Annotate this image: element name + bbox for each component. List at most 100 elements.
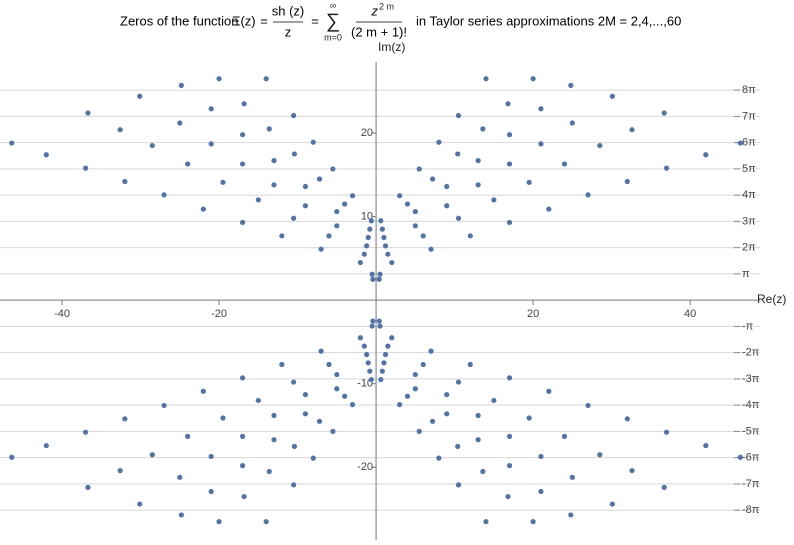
point	[117, 468, 123, 474]
point	[178, 82, 184, 88]
point	[137, 93, 143, 99]
point	[357, 259, 363, 266]
title-eq: =	[311, 13, 319, 28]
point	[506, 375, 513, 381]
point	[326, 233, 332, 239]
point	[291, 215, 297, 221]
y2-tick-label: 2π	[742, 242, 756, 254]
y2-tick-label: -5π	[742, 425, 760, 437]
point	[342, 201, 348, 207]
point	[379, 368, 385, 374]
point	[382, 243, 389, 249]
point	[491, 397, 497, 404]
point	[361, 251, 367, 257]
y2-tick-label: -6π	[742, 452, 760, 464]
point	[661, 484, 667, 490]
point	[208, 488, 214, 495]
title-sum-upper: ∞	[330, 0, 336, 10]
y2-tick-label: 8π	[742, 84, 756, 96]
y2-tick-label: -π	[742, 320, 754, 332]
point	[420, 233, 426, 239]
point	[538, 488, 544, 495]
point	[412, 223, 418, 229]
point	[505, 101, 511, 107]
point	[455, 443, 461, 450]
point	[505, 493, 511, 500]
point	[506, 161, 513, 167]
point	[491, 197, 497, 203]
point	[624, 416, 630, 422]
point	[291, 379, 297, 385]
point	[538, 106, 544, 112]
point	[334, 386, 340, 392]
point	[624, 178, 630, 185]
point	[530, 519, 536, 525]
point	[377, 323, 383, 329]
point	[737, 140, 743, 146]
point	[241, 101, 247, 107]
x-axis-label: Re(z)	[757, 292, 786, 306]
point	[416, 428, 422, 434]
point	[334, 208, 340, 215]
point	[161, 402, 167, 409]
point	[216, 76, 222, 82]
point	[291, 112, 297, 119]
point	[43, 442, 49, 449]
y2-tick-label: -2π	[742, 347, 760, 359]
point	[376, 318, 382, 324]
point	[302, 391, 309, 398]
point	[467, 361, 473, 368]
point	[428, 246, 434, 252]
point	[178, 512, 184, 518]
point	[444, 411, 450, 417]
point	[149, 452, 155, 458]
point	[255, 397, 261, 404]
title-sum-lower: m=0	[324, 32, 342, 42]
point	[318, 246, 324, 252]
title-sum: ∑	[326, 10, 340, 32]
x-tick-label: -40	[54, 308, 70, 320]
point	[241, 493, 247, 500]
y2-tick-label: 5π	[742, 163, 756, 175]
point	[200, 388, 206, 394]
point	[526, 415, 532, 421]
point	[378, 376, 384, 383]
point	[737, 454, 743, 460]
point	[85, 110, 91, 116]
point	[208, 106, 214, 112]
point	[302, 183, 309, 190]
point	[568, 512, 574, 518]
point	[43, 152, 49, 158]
point	[240, 219, 246, 226]
point	[561, 433, 568, 439]
point	[291, 482, 297, 488]
point	[240, 132, 246, 138]
point	[302, 203, 309, 209]
point	[376, 276, 382, 282]
y2-tick-label: π	[742, 268, 750, 280]
y-tick-label: 20	[361, 127, 373, 139]
point	[185, 433, 191, 439]
point	[530, 76, 536, 82]
point	[334, 371, 340, 378]
x-tick-label: 20	[527, 308, 539, 320]
point	[444, 203, 450, 209]
title: Zeros of the function Ξ(z) = sh (z) z = …	[120, 0, 681, 42]
point	[149, 142, 155, 149]
title-frac-den: z	[285, 24, 292, 39]
point	[316, 418, 323, 424]
point	[365, 360, 371, 366]
point	[430, 418, 436, 424]
point	[220, 179, 226, 185]
point	[381, 234, 387, 241]
point	[430, 176, 436, 182]
point	[122, 416, 128, 422]
title-lhs: Ξ(z)	[232, 13, 256, 28]
point	[137, 501, 143, 507]
point	[361, 343, 367, 349]
point	[349, 402, 356, 408]
point	[316, 176, 323, 182]
point	[506, 463, 513, 469]
point	[326, 361, 332, 368]
